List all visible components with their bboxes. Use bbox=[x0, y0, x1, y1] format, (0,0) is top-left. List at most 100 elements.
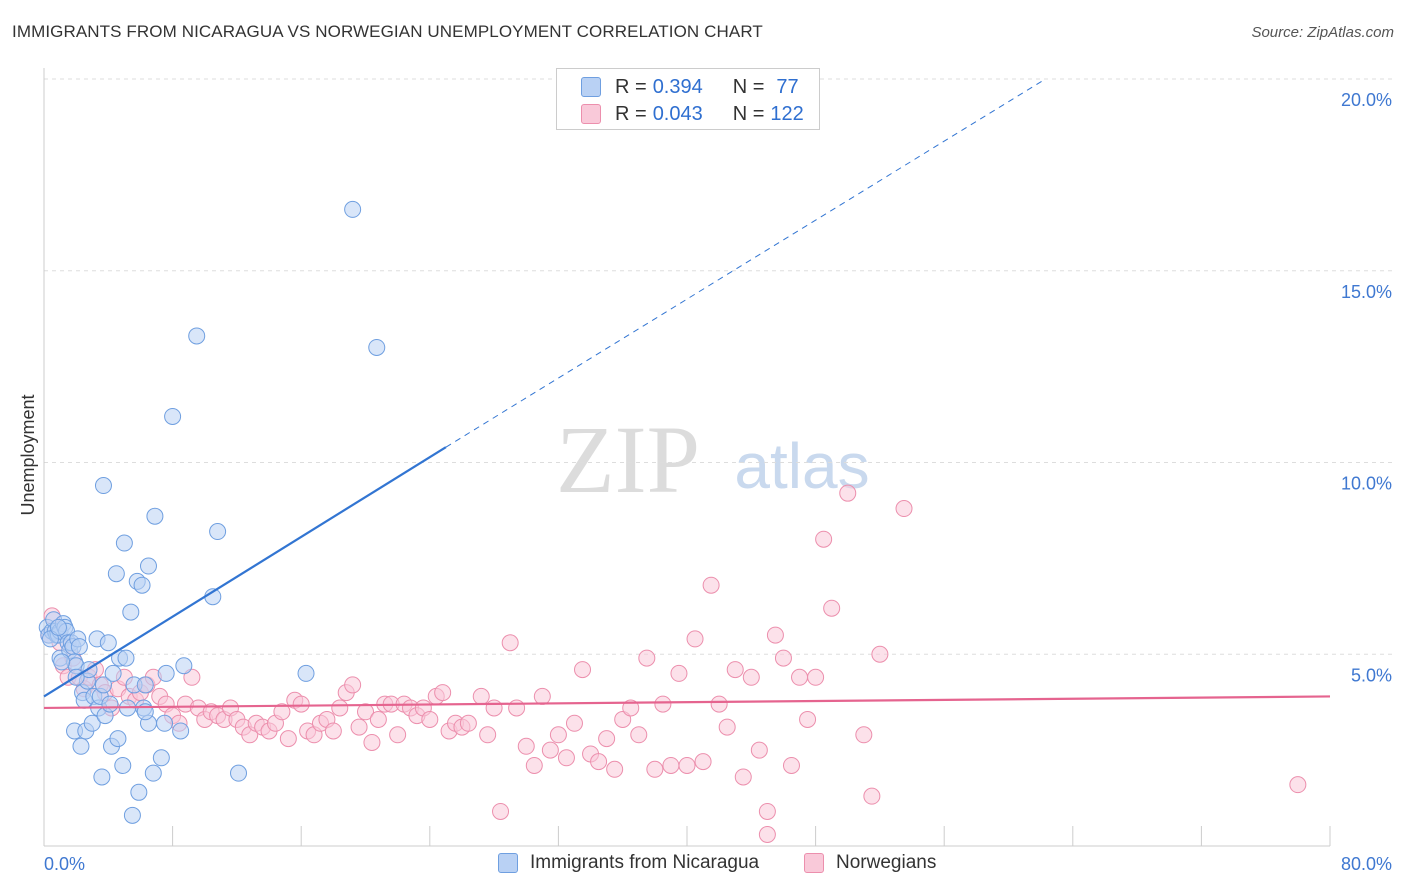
norwegians-point bbox=[363, 733, 381, 751]
nicaragua-trend-line bbox=[43, 446, 447, 698]
nicaragua-point bbox=[368, 338, 386, 356]
y-tick-label: 20.0% bbox=[1341, 90, 1392, 110]
nicaragua-point bbox=[107, 565, 125, 583]
norwegians-point bbox=[273, 703, 291, 721]
norwegians-point bbox=[670, 664, 688, 682]
norwegians-point bbox=[863, 787, 881, 805]
y-tick-label: 5.0% bbox=[1351, 665, 1392, 685]
nicaragua-point bbox=[164, 407, 182, 425]
nicaragua-point bbox=[175, 657, 193, 675]
legend-swatch-nicaragua bbox=[581, 77, 601, 97]
legend-r-label: R = bbox=[615, 102, 647, 125]
norwegians-point bbox=[574, 661, 592, 679]
bottom-legend-label-nicaragua: Immigrants from Nicaragua bbox=[530, 852, 760, 873]
nicaragua-point bbox=[156, 714, 174, 732]
norwegians-point bbox=[485, 699, 503, 717]
norwegians-point bbox=[517, 737, 535, 755]
gridlines bbox=[44, 78, 1392, 655]
norwegians-point bbox=[839, 484, 857, 502]
norwegians-point bbox=[357, 703, 374, 721]
x-tick-label: 80.0% bbox=[1341, 854, 1392, 874]
nicaragua-point bbox=[136, 676, 154, 694]
bottom-legend-nicaragua: Immigrants from Nicaragua bbox=[498, 852, 759, 874]
norwegians-point bbox=[344, 676, 362, 694]
norwegians-point bbox=[472, 687, 490, 705]
nicaragua-point bbox=[72, 737, 90, 755]
norwegians-point bbox=[590, 753, 608, 771]
norwegians-point bbox=[541, 741, 559, 759]
norwegians-point bbox=[549, 726, 567, 744]
nicaragua-point bbox=[146, 507, 164, 525]
y-tick-label: 15.0% bbox=[1341, 282, 1392, 302]
legend-r-label: R = bbox=[615, 75, 647, 98]
norwegians-point bbox=[1289, 776, 1307, 794]
nicaragua-point bbox=[114, 756, 132, 774]
norwegians-point bbox=[606, 760, 624, 778]
nicaragua-point bbox=[188, 327, 206, 345]
nicaragua-point bbox=[101, 695, 119, 713]
legend-n-value-norwegians: 122 bbox=[770, 102, 804, 125]
norwegians-point bbox=[525, 756, 543, 774]
nicaragua-point bbox=[53, 653, 71, 671]
legend-n-label: N = bbox=[732, 102, 765, 125]
norwegians-point bbox=[734, 768, 752, 786]
nicaragua-point bbox=[133, 576, 151, 594]
norwegians-point bbox=[292, 695, 310, 713]
nicaragua-point bbox=[99, 634, 117, 652]
nicaragua-point bbox=[104, 664, 122, 682]
source-credit: Source: ZipAtlas.com bbox=[1251, 24, 1394, 41]
norwegians-point bbox=[331, 699, 349, 717]
norwegians-point bbox=[726, 661, 744, 679]
norwegians-point bbox=[350, 718, 368, 736]
norwegians-point bbox=[598, 730, 616, 748]
norwegians-point bbox=[710, 695, 728, 713]
norwegians-point bbox=[389, 726, 407, 744]
nicaragua-point bbox=[117, 649, 135, 667]
legend-row-nicaragua: R = 0.394 N = 77 bbox=[581, 75, 799, 99]
norwegians-point bbox=[630, 726, 648, 744]
norwegians-point bbox=[807, 668, 825, 686]
norwegians-point bbox=[622, 699, 640, 717]
x-tick-label: 0.0% bbox=[44, 854, 85, 874]
norwegians-point bbox=[646, 760, 664, 778]
norwegians-point bbox=[434, 684, 452, 702]
nicaragua-point bbox=[139, 557, 157, 575]
norwegians-point bbox=[799, 710, 817, 728]
nicaragua-point bbox=[172, 722, 190, 740]
bottom-legend-swatch-nicaragua bbox=[498, 853, 518, 873]
norwegians-point bbox=[557, 749, 575, 767]
legend-n-value-nicaragua: 77 bbox=[776, 75, 799, 98]
norwegians-point bbox=[183, 668, 201, 686]
norwegians-point bbox=[533, 687, 551, 705]
norwegians-point bbox=[686, 630, 704, 648]
norwegians-point bbox=[324, 722, 342, 740]
norwegians-point bbox=[895, 500, 913, 518]
bottom-legend-norwegians: Norwegians bbox=[804, 852, 936, 874]
norwegians-point bbox=[459, 714, 477, 732]
norwegians-point bbox=[638, 649, 656, 667]
nicaragua-point bbox=[83, 714, 101, 732]
norwegians-point bbox=[774, 649, 792, 667]
nicaragua-point bbox=[209, 523, 227, 541]
nicaragua-point bbox=[152, 749, 170, 767]
norwegians-point bbox=[279, 730, 297, 748]
nicaragua-point bbox=[123, 806, 141, 824]
nicaragua-point bbox=[144, 764, 162, 782]
nicaragua-points bbox=[38, 200, 386, 824]
norwegians-point bbox=[815, 530, 833, 548]
norwegians-point bbox=[766, 626, 784, 644]
bottom-legend-swatch-norwegians bbox=[804, 853, 824, 873]
nicaragua-point bbox=[70, 638, 88, 656]
nicaragua-trend-extension bbox=[445, 78, 1046, 448]
nicaragua-point bbox=[94, 676, 112, 694]
norwegians-point bbox=[702, 576, 720, 594]
y-tick-label: 10.0% bbox=[1341, 474, 1392, 494]
norwegians-point bbox=[782, 756, 800, 774]
norwegians-trend-line bbox=[43, 695, 1331, 710]
norwegians-point bbox=[791, 668, 809, 686]
norwegians-point bbox=[758, 802, 776, 820]
nicaragua-point bbox=[93, 768, 111, 786]
norwegians-point bbox=[369, 710, 387, 728]
correlation-legend: R = 0.394 N = 77 R = 0.043 N = 122 bbox=[556, 68, 820, 130]
norwegians-point bbox=[479, 726, 497, 744]
